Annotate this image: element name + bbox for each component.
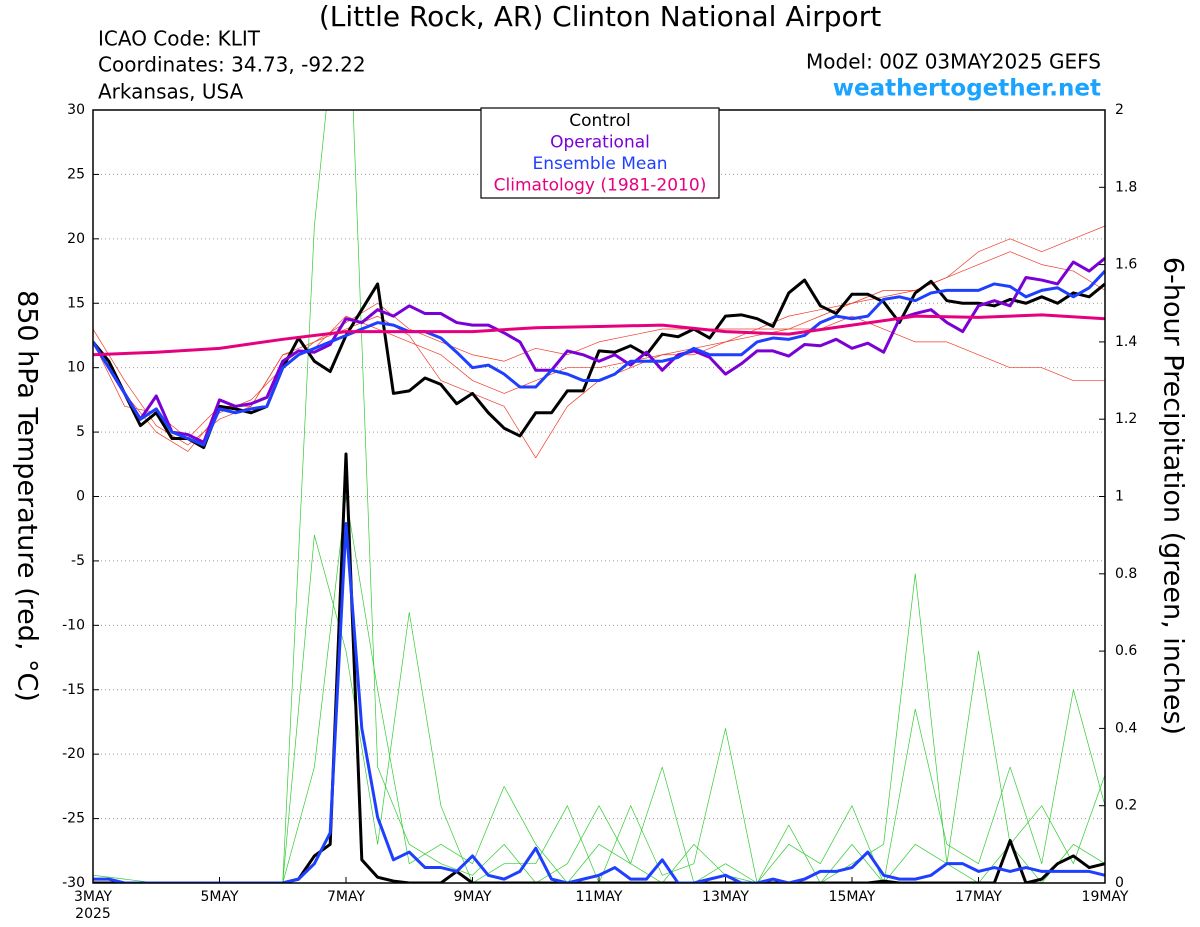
model-info: Model: 00Z 03MAY2025 GEFS xyxy=(806,50,1101,74)
legend-entry: Ensemble Mean xyxy=(532,154,667,174)
y2-tick-label: 0.8 xyxy=(1115,566,1137,582)
x-tick-label: 19MAY xyxy=(1082,889,1129,905)
y2-axis-label: 6-hour Precipitation (green, inches) xyxy=(1158,257,1189,735)
x-tick-label: 9MAY xyxy=(453,889,491,905)
x-tick-label: 7MAY xyxy=(327,889,365,905)
y-tick-label: -5 xyxy=(71,553,85,569)
x-year-label: 2025 xyxy=(75,906,111,922)
x-tick-label: 15MAY xyxy=(829,889,876,905)
y-tick-label: -10 xyxy=(62,617,85,633)
y-tick-label: -20 xyxy=(62,746,85,762)
legend-entry: Control xyxy=(569,111,630,131)
y2-tick-label: 1.8 xyxy=(1115,179,1137,195)
y-tick-label: 15 xyxy=(67,295,85,311)
y2-tick-label: 1.4 xyxy=(1115,334,1137,350)
y-tick-label: 0 xyxy=(76,489,85,505)
icao-code: ICAO Code: KLIT xyxy=(98,27,261,51)
temperature-line xyxy=(93,278,1105,450)
y-tick-label: 10 xyxy=(67,360,85,376)
y-tick-label: -15 xyxy=(62,682,85,698)
y-tick-label: 5 xyxy=(76,424,85,440)
y2-tick-label: 0.6 xyxy=(1115,643,1137,659)
y2-tick-label: 1 xyxy=(1115,489,1124,505)
x-tick-label: 3MAY xyxy=(74,889,112,905)
x-tick-label: 13MAY xyxy=(702,889,749,905)
location: Arkansas, USA xyxy=(98,80,244,104)
axes: 302520151050-5-10-15-20-25-3021.81.61.41… xyxy=(62,102,1137,905)
temperature-line xyxy=(93,256,1105,444)
site-name: weathertogether.net xyxy=(833,76,1101,102)
precip-line xyxy=(93,496,1105,883)
y2-tick-label: 1.6 xyxy=(1115,257,1137,273)
grid xyxy=(93,109,1105,884)
temperature-line xyxy=(93,313,1105,357)
x-tick-label: 11MAY xyxy=(576,889,623,905)
temperature-line xyxy=(93,270,1105,447)
precip-line xyxy=(93,534,1105,883)
y2-tick-label: 1.2 xyxy=(1115,411,1137,427)
y2-tick-label: 2 xyxy=(1115,102,1124,118)
y-tick-label: 30 xyxy=(67,102,85,118)
x-tick-label: 17MAY xyxy=(955,889,1002,905)
y-tick-label: 20 xyxy=(67,231,85,247)
precip-line xyxy=(93,522,1105,883)
chart-title: (Little Rock, AR) Clinton National Airpo… xyxy=(319,0,881,33)
legend-entry: Climatology (1981-2010) xyxy=(494,176,707,196)
y2-tick-label: 0.4 xyxy=(1115,720,1137,736)
y-tick-label: -30 xyxy=(62,875,85,891)
y-axis-label: 850 hPa Temperature (red, °C) xyxy=(12,290,43,702)
legend-box xyxy=(480,107,720,199)
y-tick-label: 25 xyxy=(67,166,85,182)
coordinates: Coordinates: 34.73, -92.22 xyxy=(98,53,366,77)
plot-lines xyxy=(93,110,1105,883)
precip-line xyxy=(93,110,1105,883)
y-tick-label: -25 xyxy=(62,811,85,827)
y2-tick-label: 0.2 xyxy=(1115,798,1137,814)
y2-tick-label: 0 xyxy=(1115,875,1124,891)
x-tick-label: 5MAY xyxy=(200,889,238,905)
legend-entry: Operational xyxy=(550,133,650,153)
